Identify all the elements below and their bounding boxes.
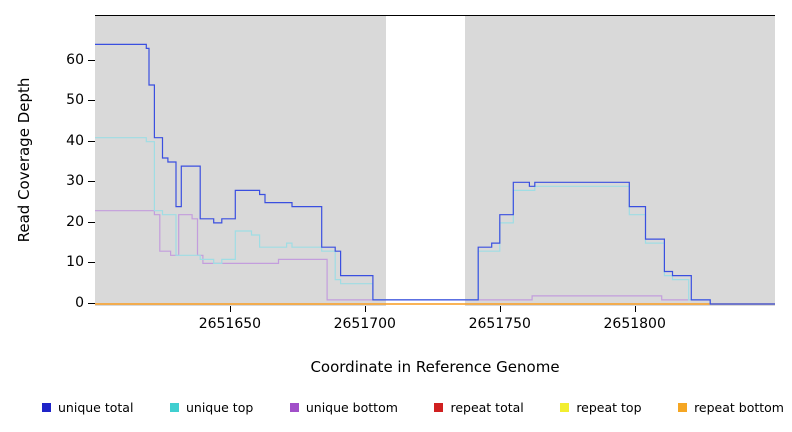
y-tick-label: 30: [66, 173, 84, 190]
plot-bg-left: [95, 16, 387, 306]
legend-label: unique top: [185, 400, 254, 415]
legend-label: repeat bottom: [694, 400, 784, 415]
x-tick-label: 2651750: [468, 316, 531, 332]
legend-swatch-icon: [289, 403, 299, 412]
legend-swatch-icon: [678, 403, 688, 412]
legend-swatch-icon: [42, 403, 51, 412]
y-tick: [88, 59, 95, 61]
x-tick-label: 2651800: [603, 316, 666, 332]
legend-label: repeat total: [450, 400, 524, 415]
series-unique-total: [95, 43, 775, 305]
legend-item-repeat-bottom: repeat bottom: [678, 400, 784, 415]
legend-swatch-icon: [434, 403, 444, 412]
x-tick-label: 2651650: [198, 316, 262, 332]
y-tick: [88, 221, 95, 223]
legend-item-repeat-total: repeat total: [434, 400, 524, 415]
y-tick: [88, 140, 95, 142]
y-tick-label: 20: [66, 213, 84, 230]
y-axis-label: Read Coverage Depth: [15, 77, 33, 243]
y-tick: [88, 100, 95, 102]
x-tick: [229, 306, 231, 312]
legend-item-unique-bottom: unique bottom: [289, 400, 398, 415]
legend-item-unique-total: unique total: [42, 400, 133, 415]
legend-item-unique-top: unique top: [169, 400, 254, 415]
plot-area: [95, 15, 775, 306]
y-tick-label: 10: [66, 254, 84, 271]
x-tick: [364, 306, 366, 312]
legend: unique total unique top unique bottom repea…: [42, 400, 784, 415]
x-axis-label: Coordinate in Reference Genome: [310, 358, 560, 376]
plot-bg-right: [464, 16, 775, 306]
legend-label: unique bottom: [305, 400, 398, 415]
x-tick: [499, 306, 501, 312]
y-tick: [88, 303, 95, 304]
legend-label: repeat top: [576, 400, 642, 415]
y-tick-label: 50: [66, 92, 84, 109]
y-tick: [88, 181, 95, 183]
y-tick: [88, 262, 95, 264]
x-tick: [634, 306, 636, 312]
legend-label: unique total: [58, 400, 134, 415]
series-lines: [95, 43, 775, 305]
y-tick-label: 0: [75, 295, 84, 311]
y-tick-label: 40: [66, 132, 84, 149]
series-unique-bottom: [95, 210, 775, 305]
y-tick-label: 60: [66, 51, 84, 68]
legend-item-repeat-top: repeat top: [560, 400, 642, 415]
legend-swatch-icon: [560, 403, 570, 412]
x-tick-label: 2651700: [333, 316, 396, 332]
legend-swatch-icon: [169, 403, 179, 412]
